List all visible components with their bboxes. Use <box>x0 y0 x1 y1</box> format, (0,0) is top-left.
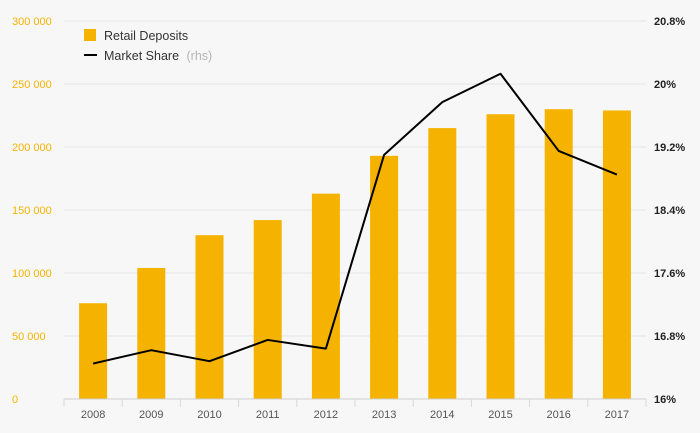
x-tick-label: 2012 <box>314 409 338 421</box>
left-tick-label: 150 000 <box>12 205 52 217</box>
x-tick-label: 2014 <box>430 409 454 421</box>
right-tick-label: 16.8% <box>654 331 685 343</box>
left-tick-label: 200 000 <box>12 142 52 154</box>
bar-2014 <box>428 128 457 399</box>
x-tick-label: 2009 <box>139 409 163 421</box>
x-axis: 2008 2009 2010 2011 2012 2013 2014 2015 2016 2017 <box>63 398 647 421</box>
bar-2016 <box>544 109 573 399</box>
right-tick-label: 17.6% <box>654 268 685 280</box>
x-tick-label: 2011 <box>256 409 280 421</box>
left-tick-label: 50 000 <box>12 331 46 343</box>
left-tick-label: 100 000 <box>12 268 52 280</box>
right-tick-label: 20.8% <box>654 16 685 28</box>
line-series-market-share <box>92 72 618 365</box>
bar-2009 <box>137 267 166 399</box>
bar-2013 <box>370 155 399 399</box>
x-tick-label: 2017 <box>605 409 629 421</box>
bar-2011 <box>253 220 282 399</box>
bar-series-retail-deposits <box>79 109 631 400</box>
left-axis: 0 50 000 100 000 150 000 200 000 250 000 300 0… <box>12 16 52 406</box>
right-tick-label: 16% <box>654 394 676 406</box>
left-tick-label: 250 000 <box>12 79 52 91</box>
bar-2015 <box>486 114 515 400</box>
legend-marker-retail-deposits <box>84 29 96 41</box>
right-tick-label: 19.2% <box>654 142 685 154</box>
bar-2008 <box>79 303 108 399</box>
legend-label-market-share: Market Share (rhs) <box>104 49 212 63</box>
legend-label-retail-deposits: Retail Deposits <box>104 29 188 43</box>
x-tick-label: 2016 <box>546 409 570 421</box>
left-tick-label: 300 000 <box>12 16 52 28</box>
left-tick-label: 0 <box>12 394 18 406</box>
x-tick-label: 2013 <box>372 409 396 421</box>
right-tick-label: 20% <box>654 79 676 91</box>
bar-2012 <box>311 193 340 399</box>
x-tick-label: 2015 <box>488 409 512 421</box>
x-tick-label: 2010 <box>197 409 221 421</box>
bar-2010 <box>195 235 224 399</box>
x-tick-label: 2008 <box>81 409 105 421</box>
bar-2017 <box>602 110 631 400</box>
right-tick-label: 18.4% <box>654 205 685 217</box>
legend-label-market-share-suffix: (rhs) <box>187 49 213 63</box>
right-axis: 16% 16.8% 17.6% 18.4% 19.2% 20% 20.8% <box>654 16 685 406</box>
legend: Retail Deposits Market Share (rhs) <box>84 29 212 63</box>
legend-label-market-share-text: Market Share <box>104 49 179 63</box>
market-share-line <box>92 72 618 365</box>
